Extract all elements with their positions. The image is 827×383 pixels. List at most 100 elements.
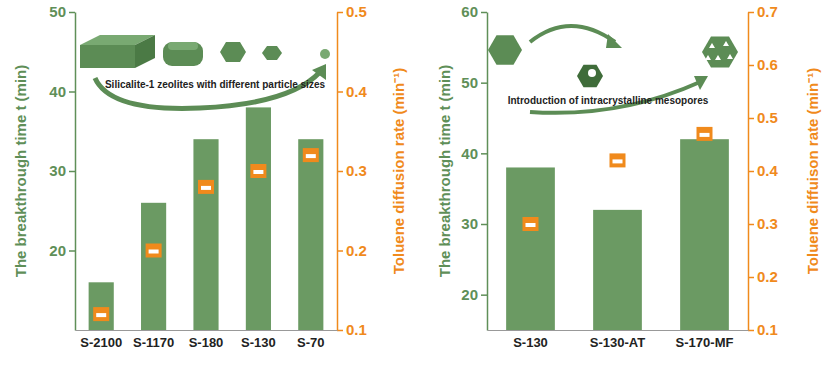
- tick: 20: [461, 286, 487, 303]
- tick-label: 0.5: [757, 109, 778, 126]
- tick-label: S-170-MF: [676, 335, 734, 350]
- marker-inner: [700, 133, 710, 137]
- tick-label: 50: [461, 74, 478, 91]
- x-axis: S-2100S-1170S-180S-130S-70: [76, 330, 338, 350]
- tick-label: 0.2: [757, 268, 778, 285]
- tick: 20: [49, 242, 75, 259]
- x-axis: S-130 S-130-AT S-170-MF: [488, 330, 749, 350]
- bar: [141, 203, 166, 330]
- marker: [610, 153, 626, 167]
- tick-label: S-180: [189, 335, 224, 350]
- tick: S-180: [189, 330, 224, 350]
- tick-label: 60: [461, 3, 478, 20]
- shape: [705, 55, 711, 60]
- tick: 0.3: [748, 215, 778, 232]
- arrow: [95, 72, 320, 108]
- shape: [727, 54, 733, 59]
- shape: [577, 65, 603, 88]
- tick-label: 40: [49, 83, 66, 100]
- tick-mark: [337, 12, 343, 14]
- tick: 60: [461, 3, 487, 20]
- tick: S-170-MF: [676, 330, 734, 350]
- tick: S-2100: [80, 330, 122, 350]
- tick: 0.4: [748, 162, 779, 179]
- tick-mark: [481, 294, 487, 296]
- arrow: [530, 26, 615, 42]
- panel: 20 30 40 50 0.1 0.2 0.3 0.4 0.5 S-2100 S-1170 S-180…: [12, 3, 407, 350]
- shape: [168, 42, 198, 50]
- tick-mark: [748, 171, 754, 173]
- tick-mark: [748, 118, 754, 120]
- axis-line: [76, 330, 338, 331]
- tick: 0.3: [337, 162, 367, 179]
- shape: [163, 42, 203, 66]
- plot-area: [89, 107, 324, 330]
- shape: [320, 49, 330, 59]
- tick-mark: [481, 153, 487, 155]
- arrow-head: [312, 64, 326, 80]
- tick-label: S-1170: [133, 335, 174, 350]
- annotation: Introduction of intracrystalline mesopor…: [508, 95, 709, 106]
- marker-inner: [201, 186, 211, 190]
- tick-label: 0.4: [757, 162, 779, 179]
- tick-label: 20: [49, 242, 66, 259]
- bar: [89, 282, 114, 330]
- plot-area: [506, 127, 729, 330]
- marker: [198, 180, 214, 194]
- y2-axis-title: Toluene diffuison rate (min⁻¹): [804, 68, 821, 274]
- arrow-head: [606, 34, 622, 48]
- tick-mark: [748, 65, 754, 67]
- bar: [593, 210, 642, 330]
- tick-mark: [337, 330, 343, 332]
- marker: [250, 164, 266, 178]
- marker-inner: [526, 223, 536, 227]
- tick: 0.5: [337, 3, 367, 20]
- bar: [193, 139, 218, 330]
- tick-mark: [69, 91, 75, 93]
- tick-mark: [748, 12, 754, 14]
- y2-axis: 0.10.20.30.40.50.60.7: [748, 3, 779, 338]
- shape: [709, 43, 715, 48]
- y2-axis-title: Toluene diffusion rate (min⁻¹): [390, 68, 407, 274]
- tick: 0.2: [337, 242, 367, 259]
- tick-mark: [69, 171, 75, 173]
- tick-label: S-70: [297, 335, 324, 350]
- shape: [262, 46, 282, 60]
- shape: [488, 35, 522, 64]
- tick-label: 0.1: [757, 321, 778, 338]
- tick: 0.4: [337, 83, 368, 100]
- tick: 0.2: [748, 268, 778, 285]
- tick-mark: [481, 224, 487, 226]
- tick-mark: [69, 12, 75, 14]
- bar: [298, 139, 323, 330]
- tick-mark: [748, 277, 754, 279]
- marker: [93, 307, 109, 321]
- tick: 30: [461, 215, 487, 232]
- y-axis-title: The breakthrough time t (min): [436, 65, 453, 278]
- shape: [80, 45, 135, 68]
- shape: [135, 35, 155, 68]
- tick: 50: [461, 74, 487, 91]
- tick-mark: [481, 12, 487, 14]
- tick-label: 20: [461, 286, 478, 303]
- tick-mark: [748, 224, 754, 226]
- tick: S-130-AT: [590, 330, 645, 350]
- tick-label: 0.3: [757, 215, 778, 232]
- marker: [697, 127, 713, 141]
- axis-line: [488, 330, 749, 331]
- tick: 0.1: [337, 321, 367, 338]
- tick-label: 30: [49, 162, 66, 179]
- marker-inner: [96, 313, 106, 317]
- tick: 0.5: [748, 109, 778, 126]
- decoration: [80, 35, 330, 108]
- tick-label: 50: [49, 3, 66, 20]
- tick-mark: [69, 250, 75, 252]
- y-axis-title: The breakthrough time t (min): [12, 65, 29, 278]
- tick-label: 0.5: [346, 3, 367, 20]
- arrow-head: [694, 76, 708, 90]
- tick-label: S-130: [513, 335, 548, 350]
- bar: [246, 107, 271, 330]
- tick: 0.6: [748, 56, 778, 73]
- annotation: Silicalite-1 zeolites with different par…: [105, 79, 326, 90]
- axis-line: [487, 13, 489, 331]
